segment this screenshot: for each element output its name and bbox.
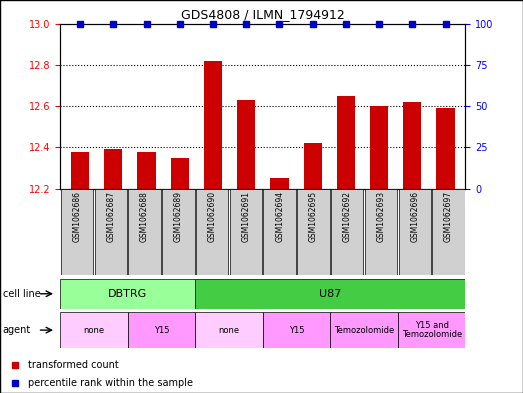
Text: GSM1062692: GSM1062692 [343, 191, 352, 242]
Bar [237, 100, 255, 189]
Text: GSM1062688: GSM1062688 [140, 191, 149, 242]
Text: none: none [219, 326, 240, 334]
Text: Y15 and
Temozolomide: Y15 and Temozolomide [402, 321, 462, 340]
Bar [331, 312, 398, 348]
Bar [138, 151, 156, 189]
Bar [162, 189, 195, 275]
Text: agent: agent [3, 325, 31, 335]
Text: GSM1062696: GSM1062696 [411, 191, 419, 242]
Bar [436, 108, 454, 189]
Text: GSM1062690: GSM1062690 [208, 191, 217, 242]
Bar [104, 149, 122, 189]
Text: GSM1062687: GSM1062687 [106, 191, 115, 242]
Text: GSM1062686: GSM1062686 [73, 191, 82, 242]
Bar [128, 189, 161, 275]
Bar [398, 312, 465, 348]
Text: U87: U87 [319, 289, 342, 299]
Bar [297, 189, 329, 275]
Bar [433, 189, 465, 275]
Bar [230, 189, 262, 275]
Text: cell line: cell line [3, 289, 40, 299]
Title: GDS4808 / ILMN_1794912: GDS4808 / ILMN_1794912 [181, 8, 345, 21]
Text: Y15: Y15 [289, 326, 304, 334]
Bar [204, 61, 222, 189]
Bar [337, 96, 355, 189]
Bar [403, 102, 422, 189]
Bar [264, 189, 296, 275]
Bar [399, 189, 431, 275]
Bar [303, 143, 322, 189]
Bar [60, 279, 195, 309]
Bar [60, 312, 128, 348]
Text: GSM1062689: GSM1062689 [174, 191, 183, 242]
Text: GSM1062694: GSM1062694 [275, 191, 284, 242]
Text: DBTRG: DBTRG [108, 289, 147, 299]
Text: GSM1062695: GSM1062695 [309, 191, 318, 242]
Text: GSM1062693: GSM1062693 [377, 191, 385, 242]
Bar [263, 312, 331, 348]
Text: transformed count: transformed count [28, 360, 119, 370]
Bar [331, 189, 363, 275]
Bar [170, 158, 189, 189]
Bar [128, 312, 195, 348]
Bar [195, 279, 465, 309]
Bar [270, 178, 289, 189]
Bar [195, 312, 263, 348]
Bar [95, 189, 127, 275]
Bar [71, 151, 89, 189]
Bar [365, 189, 397, 275]
Text: Temozolomide: Temozolomide [334, 326, 394, 334]
Text: GSM1062697: GSM1062697 [444, 191, 453, 242]
Bar [61, 189, 93, 275]
Bar [196, 189, 229, 275]
Text: Y15: Y15 [154, 326, 169, 334]
Text: none: none [83, 326, 105, 334]
Text: percentile rank within the sample: percentile rank within the sample [28, 378, 194, 388]
Text: GSM1062691: GSM1062691 [242, 191, 251, 242]
Bar [370, 106, 388, 189]
